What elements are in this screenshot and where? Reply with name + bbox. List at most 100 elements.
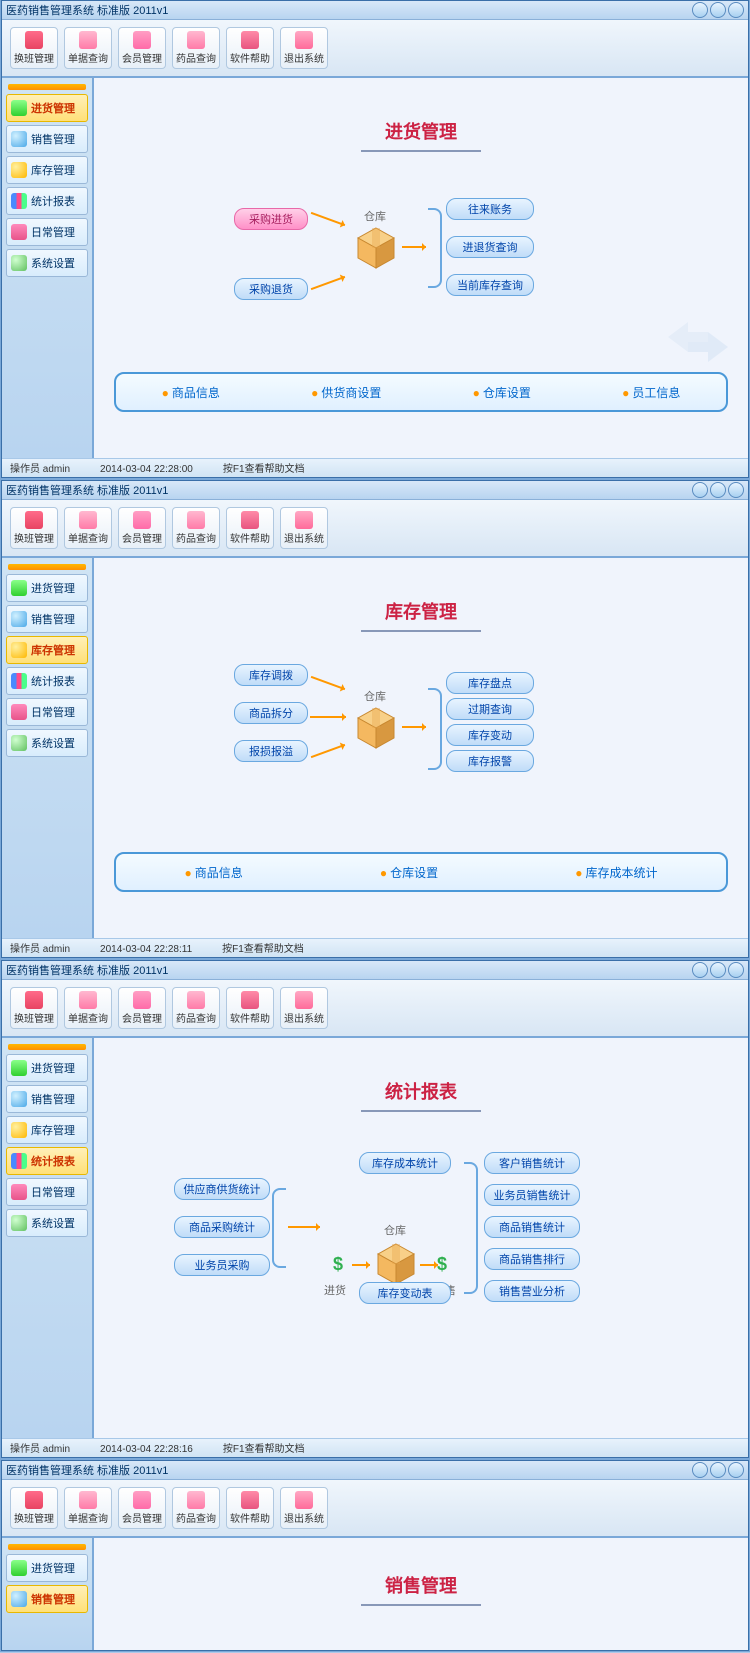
sidebar-icon <box>11 611 27 627</box>
sidebar-item[interactable]: 进货管理 <box>6 94 88 122</box>
arrow-icon <box>420 1264 438 1266</box>
sidebar-label: 进货管理 <box>31 100 75 116</box>
toolbar-icon <box>79 511 97 529</box>
diagram-node[interactable]: 库存成本统计 <box>359 1152 451 1174</box>
sidebar-icon <box>11 1184 27 1200</box>
toolbar-button[interactable]: 退出系统 <box>280 507 328 549</box>
sidebar-item[interactable]: 系统设置 <box>6 1209 88 1237</box>
diagram-node[interactable]: 客户销售统计 <box>484 1152 580 1174</box>
toolbar-button[interactable]: 软件帮助 <box>226 987 274 1029</box>
toolbar-button[interactable]: 软件帮助 <box>226 27 274 69</box>
toolbar-button[interactable]: 换班管理 <box>10 27 58 69</box>
footer-link[interactable]: 库存成本统计 <box>575 864 657 881</box>
toolbar-button[interactable]: 会员管理 <box>118 27 166 69</box>
sidebar-item[interactable]: 销售管理 <box>6 605 88 633</box>
toolbar-button[interactable]: 单据查询 <box>64 987 112 1029</box>
toolbar-button[interactable]: 单据查询 <box>64 27 112 69</box>
sidebar-item[interactable]: 库存管理 <box>6 156 88 184</box>
diagram-node[interactable]: 当前库存查询 <box>446 274 534 296</box>
toolbar-button[interactable]: 软件帮助 <box>226 507 274 549</box>
warehouse-icon <box>374 1242 418 1286</box>
diagram-node[interactable]: 库存盘点 <box>446 672 534 694</box>
maximize-icon[interactable] <box>710 1462 726 1478</box>
toolbar-button[interactable]: 药品查询 <box>172 507 220 549</box>
diagram-node[interactable]: 库存报警 <box>446 750 534 772</box>
maximize-icon[interactable] <box>710 482 726 498</box>
sidebar-item[interactable]: 日常管理 <box>6 698 88 726</box>
diagram-node[interactable]: 往来账务 <box>446 198 534 220</box>
sidebar-item[interactable]: 系统设置 <box>6 729 88 757</box>
diagram-node[interactable]: 报损报溢 <box>234 740 308 762</box>
diagram-node[interactable]: 采购退货 <box>234 278 308 300</box>
timestamp: 2014-03-04 22:28:11 <box>100 944 192 955</box>
sidebar-item[interactable]: 进货管理 <box>6 574 88 602</box>
sidebar-item[interactable]: 统计报表 <box>6 667 88 695</box>
content-pane: 库存管理仓库库存调拨商品拆分报损报溢库存盘点过期查询库存变动库存报警商品信息仓库… <box>94 558 748 938</box>
diagram-node[interactable]: 库存调拨 <box>234 664 308 686</box>
sidebar-item[interactable]: 进货管理 <box>6 1054 88 1082</box>
toolbar-button[interactable]: 单据查询 <box>64 507 112 549</box>
close-icon[interactable] <box>728 2 744 18</box>
diagram-node[interactable]: 销售营业分析 <box>484 1280 580 1302</box>
minimize-icon[interactable] <box>692 962 708 978</box>
diagram-node[interactable]: 库存变动表 <box>359 1282 451 1304</box>
footer-link[interactable]: 商品信息 <box>185 864 243 881</box>
toolbar-icon <box>79 1491 97 1509</box>
diagram-node[interactable]: 供应商供货统计 <box>174 1178 270 1200</box>
sidebar-item[interactable]: 日常管理 <box>6 218 88 246</box>
diagram-node[interactable]: 商品采购统计 <box>174 1216 270 1238</box>
toolbar-button[interactable]: 单据查询 <box>64 1487 112 1529</box>
toolbar-button[interactable]: 会员管理 <box>118 1487 166 1529</box>
help-hint: 按F1查看帮助文档 <box>223 460 305 475</box>
minimize-icon[interactable] <box>692 1462 708 1478</box>
footer-link[interactable]: 仓库设置 <box>380 864 438 881</box>
sidebar-item[interactable]: 系统设置 <box>6 249 88 277</box>
diagram-node[interactable]: 库存变动 <box>446 724 534 746</box>
footer-link[interactable]: 仓库设置 <box>473 384 531 401</box>
maximize-icon[interactable] <box>710 962 726 978</box>
diagram-node[interactable]: 采购进货 <box>234 208 308 230</box>
sidebar-item[interactable]: 销售管理 <box>6 1585 88 1613</box>
sidebar-label: 进货管理 <box>31 1060 75 1076</box>
toolbar-button[interactable]: 软件帮助 <box>226 1487 274 1529</box>
minimize-icon[interactable] <box>692 2 708 18</box>
sidebar-item[interactable]: 销售管理 <box>6 1085 88 1113</box>
diagram-node[interactable]: 商品销售统计 <box>484 1216 580 1238</box>
sidebar-item[interactable]: 统计报表 <box>6 187 88 215</box>
sidebar-label: 统计报表 <box>31 673 75 689</box>
toolbar-button[interactable]: 换班管理 <box>10 987 58 1029</box>
diagram-node[interactable]: 商品拆分 <box>234 702 308 724</box>
page-title: 统计报表 <box>104 1078 738 1104</box>
toolbar-button[interactable]: 退出系统 <box>280 27 328 69</box>
sidebar-item[interactable]: 库存管理 <box>6 636 88 664</box>
diagram-node[interactable]: 业务员采购 <box>174 1254 270 1276</box>
sidebar-item[interactable]: 日常管理 <box>6 1178 88 1206</box>
close-icon[interactable] <box>728 1462 744 1478</box>
footer-link[interactable]: 员工信息 <box>622 384 680 401</box>
toolbar-button[interactable]: 会员管理 <box>118 987 166 1029</box>
diagram-node[interactable]: 商品销售排行 <box>484 1248 580 1270</box>
center-label: 仓库 <box>364 688 386 704</box>
close-icon[interactable] <box>728 962 744 978</box>
toolbar-button[interactable]: 换班管理 <box>10 507 58 549</box>
toolbar-button[interactable]: 药品查询 <box>172 27 220 69</box>
toolbar-button[interactable]: 药品查询 <box>172 987 220 1029</box>
maximize-icon[interactable] <box>710 2 726 18</box>
footer-link[interactable]: 供货商设置 <box>311 384 381 401</box>
toolbar-button[interactable]: 退出系统 <box>280 1487 328 1529</box>
footer-link[interactable]: 商品信息 <box>162 384 220 401</box>
toolbar-label: 换班管理 <box>14 50 54 65</box>
diagram-node[interactable]: 进退货查询 <box>446 236 534 258</box>
diagram-node[interactable]: 过期查询 <box>446 698 534 720</box>
close-icon[interactable] <box>728 482 744 498</box>
toolbar-button[interactable]: 会员管理 <box>118 507 166 549</box>
sidebar-item[interactable]: 进货管理 <box>6 1554 88 1582</box>
toolbar-button[interactable]: 退出系统 <box>280 987 328 1029</box>
minimize-icon[interactable] <box>692 482 708 498</box>
sidebar-item[interactable]: 统计报表 <box>6 1147 88 1175</box>
diagram-node[interactable]: 业务员销售统计 <box>484 1184 580 1206</box>
toolbar-button[interactable]: 换班管理 <box>10 1487 58 1529</box>
toolbar-button[interactable]: 药品查询 <box>172 1487 220 1529</box>
sidebar-item[interactable]: 库存管理 <box>6 1116 88 1144</box>
sidebar-item[interactable]: 销售管理 <box>6 125 88 153</box>
